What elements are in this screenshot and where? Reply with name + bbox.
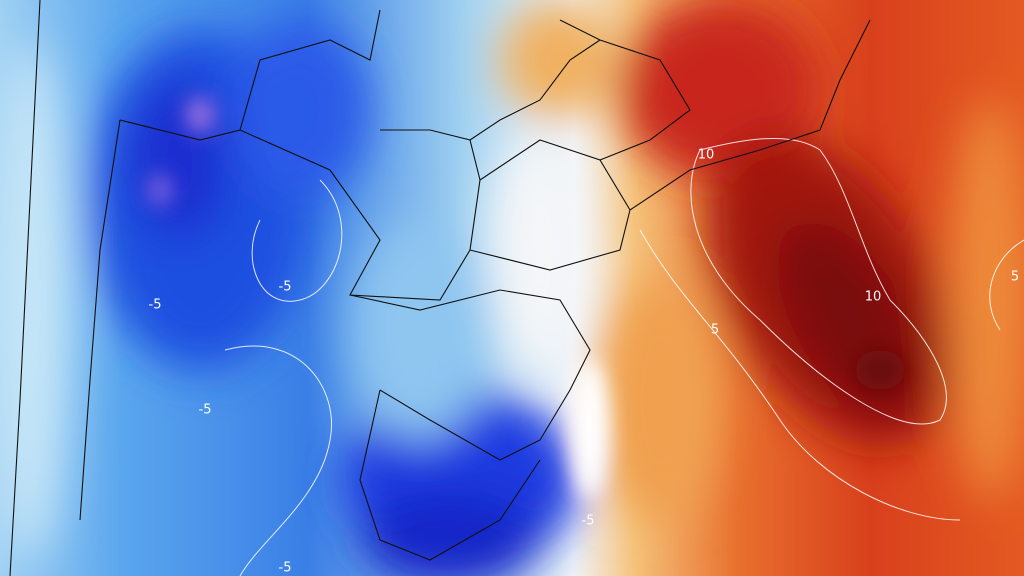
contour-label: -5 [582,514,595,529]
isotherms [224,137,1024,576]
contour-label: 5 [1011,270,1019,285]
contour-label: -5 [279,280,292,295]
contour-label: 10 [698,148,715,163]
contour-label: 5 [711,323,719,338]
contour-label: -5 [149,298,162,313]
contour-labels: -5 -5 -5 -5 -5 10 10 5 5 [149,148,1020,576]
detail-field [148,97,905,500]
contour-label: 10 [865,290,882,305]
borders [9,0,871,576]
contour-label: -5 [279,561,292,576]
contour-label: -5 [199,403,212,418]
